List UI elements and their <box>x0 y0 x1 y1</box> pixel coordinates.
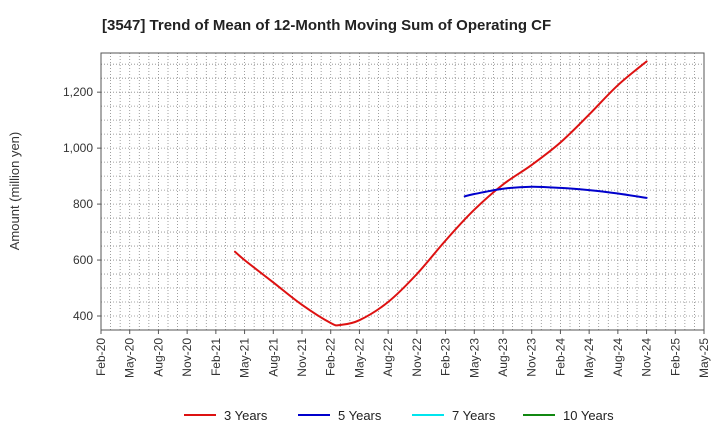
x-tick-label: Aug-24 <box>611 338 625 377</box>
x-tick-label: Aug-20 <box>151 338 165 377</box>
plot-frame <box>100 52 705 331</box>
legend-label-5-years: 5 Years <box>338 408 382 423</box>
x-tick-label: Nov-20 <box>180 338 194 377</box>
x-tick-label: Feb-23 <box>439 338 453 376</box>
x-tick-label: Aug-23 <box>496 338 510 377</box>
x-tick-label: May-22 <box>352 338 366 378</box>
legend-label-7-years: 7 Years <box>452 408 496 423</box>
x-tick-label: Aug-22 <box>381 338 395 377</box>
y-tick-label: 1,200 <box>63 85 93 99</box>
x-tick-label: Feb-24 <box>553 338 567 376</box>
x-tick-label: May-23 <box>467 338 481 378</box>
x-tick-label: Feb-22 <box>324 338 338 376</box>
series-line-5-years <box>463 185 648 199</box>
x-tick-label: Aug-21 <box>266 338 280 377</box>
y-tick-label: 400 <box>73 309 93 323</box>
x-tick-label: Feb-20 <box>94 338 108 376</box>
y-tick-label: 1,000 <box>63 141 93 155</box>
legend: 3 Years 5 Years 7 Years 10 Years <box>184 408 614 423</box>
y-tick-label: 600 <box>73 253 93 267</box>
legend-label-3-years: 3 Years <box>224 408 268 423</box>
series-lines <box>234 60 648 327</box>
x-tick-label: May-25 <box>697 338 711 378</box>
x-tick-label: May-20 <box>123 338 137 378</box>
legend-label-10-years: 10 Years <box>563 408 614 423</box>
axes: 400 600 800 1,000 1,200 Feb-20 May-20 Aug-20 Nov… <box>63 52 711 378</box>
y-tick-label: 800 <box>73 197 93 211</box>
x-tick-label: Nov-21 <box>295 338 309 377</box>
x-tick-label: May-21 <box>238 338 252 378</box>
x-tick-label: Feb-25 <box>668 338 682 376</box>
x-tick-label: Nov-23 <box>525 338 539 377</box>
chart-title: [3547] Trend of Mean of 12-Month Moving … <box>102 17 551 34</box>
x-tick-label: Feb-21 <box>209 338 223 376</box>
x-tick-label: Nov-24 <box>640 338 654 377</box>
x-tick-label: Nov-22 <box>410 338 424 377</box>
y-axis-label: Amount (million yen) <box>7 132 22 251</box>
x-tick-label: May-24 <box>582 338 596 378</box>
series-line-3-years <box>234 60 648 327</box>
